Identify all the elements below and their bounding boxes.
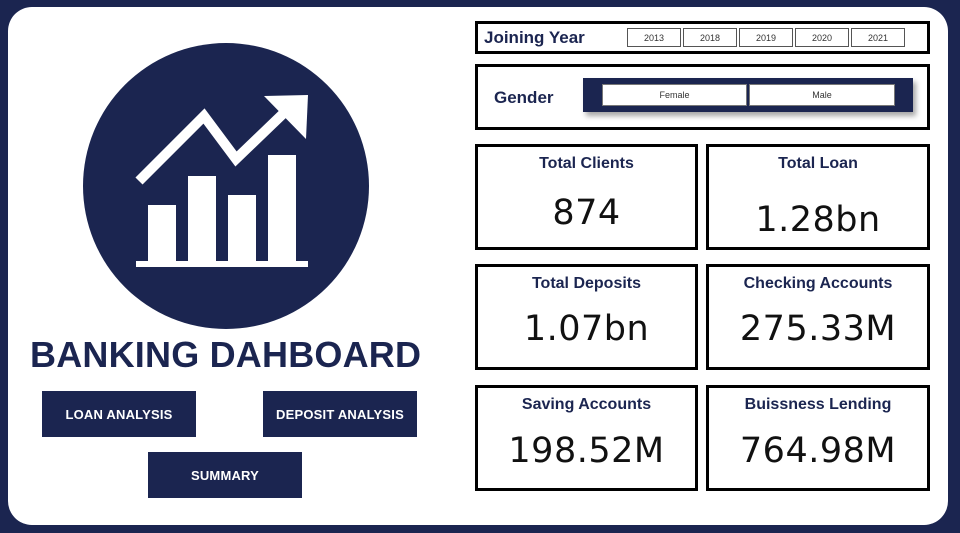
- kpi-card-saving-accounts: Saving Accounts 198.52M: [475, 385, 698, 491]
- kpi-label: Buissness Lending: [744, 396, 892, 413]
- gender-options-bar: Female Male: [583, 78, 913, 112]
- kpi-label: Saving Accounts: [521, 396, 652, 413]
- logo-graphic: [135, 95, 308, 267]
- kpi-card-total-clients: Total Clients 874: [475, 144, 698, 250]
- kpi-value: 198.52M: [508, 431, 665, 471]
- gender-option-female[interactable]: Female: [602, 84, 747, 106]
- year-option-2013[interactable]: 2013: [627, 28, 681, 47]
- kpi-card-business-lending: Buissness Lending 764.98M: [706, 385, 930, 491]
- gender-label: Gender: [494, 88, 554, 107]
- joining-year-label: Joining Year: [484, 28, 585, 47]
- summary-button[interactable]: SUMMARY: [148, 452, 302, 498]
- kpi-value: 1.07bn: [523, 309, 650, 349]
- kpi-label: Total Deposits: [531, 275, 642, 292]
- kpi-value: 275.33M: [739, 309, 897, 349]
- kpi-label: Total Loan: [778, 155, 858, 172]
- deposit-analysis-button[interactable]: DEPOSIT ANALYSIS: [263, 391, 417, 437]
- kpi-card-total-deposits: Total Deposits 1.07bn: [475, 264, 698, 370]
- kpi-value: 874: [552, 193, 621, 233]
- year-option-2018[interactable]: 2018: [683, 28, 737, 47]
- dashboard-title: BANKING DAHBOARD: [30, 334, 422, 375]
- gender-option-male[interactable]: Male: [749, 84, 895, 106]
- year-option-2021[interactable]: 2021: [851, 28, 905, 47]
- kpi-value: 764.98M: [739, 431, 897, 471]
- loan-analysis-button[interactable]: LOAN ANALYSIS: [42, 391, 196, 437]
- kpi-card-checking-accounts: Checking Accounts 275.33M: [706, 264, 930, 370]
- year-option-2020[interactable]: 2020: [795, 28, 849, 47]
- bar-chart-trend-up-icon: [83, 43, 369, 329]
- year-option-2019[interactable]: 2019: [739, 28, 793, 47]
- kpi-card-total-loan: Total Loan 1.28bn: [706, 144, 930, 250]
- kpi-label: Total Clients: [539, 155, 634, 172]
- kpi-label: Checking Accounts: [743, 275, 893, 292]
- kpi-value: 1.28bn: [755, 200, 881, 240]
